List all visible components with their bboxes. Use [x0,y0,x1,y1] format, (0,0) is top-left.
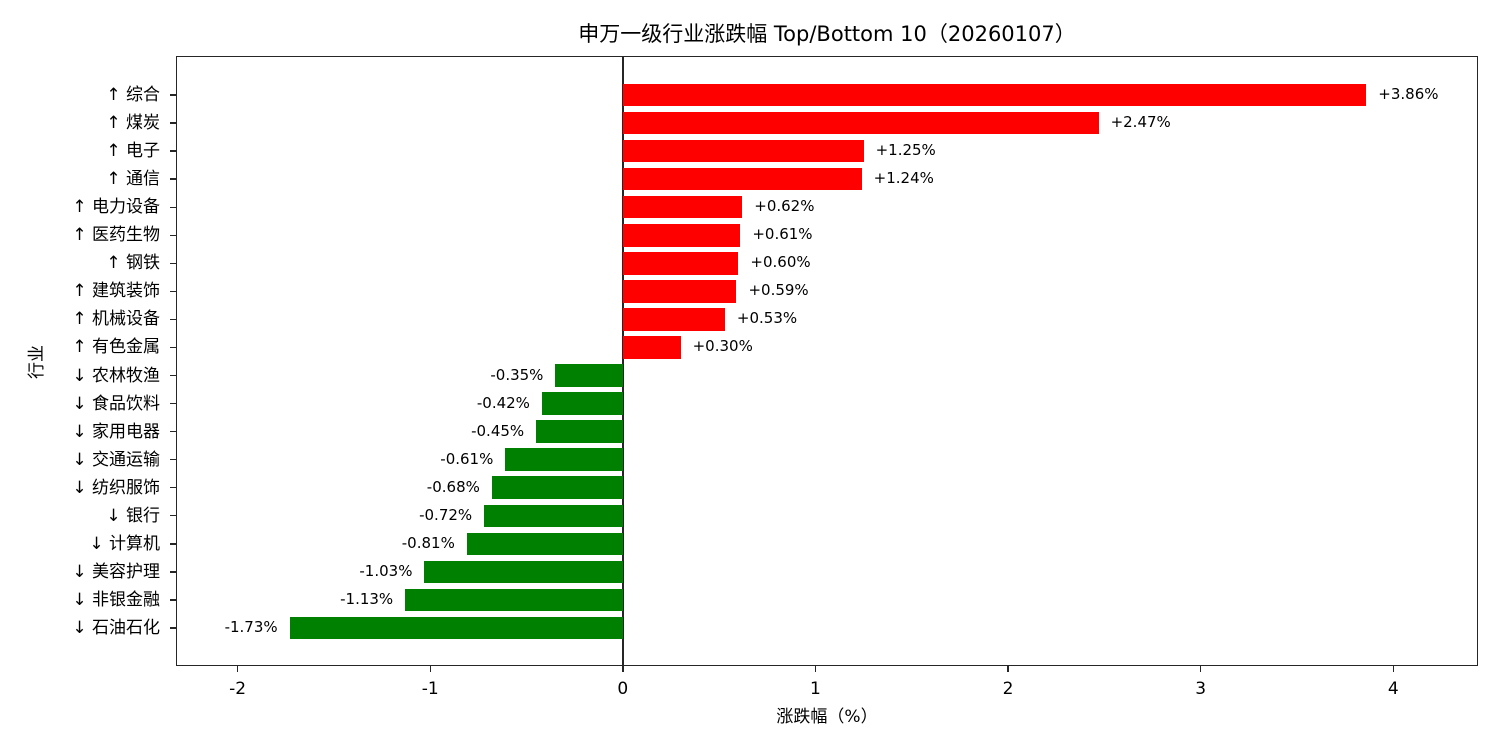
plot-area [176,56,1478,666]
y-tick [170,430,176,433]
y-tick [170,543,176,545]
bar-value-label: -0.45% [471,421,525,440]
y-tick-label: ↑ 电力设备 [72,197,160,218]
y-tick-label: ↑ 电子 [106,141,160,162]
x-tick [236,666,239,672]
bar-value-label: -0.81% [401,533,455,552]
bar [622,336,681,359]
y-tick-label: ↓ 计算机 [89,533,160,554]
y-tick-label: ↑ 机械设备 [72,309,160,330]
y-tick [170,318,176,321]
y-tick-label: ↓ 食品饮料 [72,393,160,414]
y-tick [170,599,176,601]
bar [466,532,623,556]
bar [555,364,623,387]
bar-value-label: -0.35% [490,365,544,384]
bar-value-label: -0.72% [419,505,473,524]
x-tick-label: 0 [617,679,629,699]
bar-value-label: -0.42% [476,393,530,412]
bar-value-label: +0.53% [736,309,798,328]
x-tick [429,666,431,672]
y-tick [170,178,176,180]
y-tick [170,346,176,349]
bar [622,139,864,163]
y-tick-label: ↑ 钢铁 [106,253,160,274]
bar-value-label: +2.47% [1110,113,1171,132]
bar-value-label: -0.68% [426,477,480,496]
y-tick-label: ↑ 综合 [106,85,160,105]
bar-value-label: +3.86% [1378,85,1439,103]
y-tick-label: ↑ 通信 [106,169,160,190]
x-tick-label: 3 [1195,679,1207,699]
bar [405,588,623,612]
y-tick [170,487,176,489]
x-tick [622,666,624,672]
bar-value-label: +0.59% [748,281,809,300]
y-tick [170,290,176,293]
bar [622,195,743,219]
bar [289,616,623,640]
zero-line [622,56,624,666]
y-tick [170,458,176,461]
bar [622,83,1367,107]
x-tick [1392,666,1394,672]
bar [622,111,1099,135]
y-tick [170,94,176,96]
bar-value-label: +0.60% [750,253,811,272]
y-tick [170,515,176,517]
y-tick [170,206,176,208]
y-tick-label: ↑ 煤炭 [106,113,160,134]
x-tick-label: 1 [810,679,821,699]
bar [622,280,737,303]
x-tick [1199,666,1202,672]
x-tick-label: -1 [421,679,439,699]
y-tick-label: ↑ 有色金属 [72,337,160,358]
bar [536,420,623,443]
bar [622,167,862,191]
y-tick-label: ↓ 农林牧渔 [72,365,160,386]
bar-value-label: -1.13% [340,589,394,608]
bar [484,504,623,528]
y-tick-label: ↓ 交通运输 [72,449,160,470]
bar [622,252,739,275]
bar-value-label: +0.62% [754,197,815,216]
y-tick [170,234,176,236]
y-tick [170,262,176,264]
x-tick-label: 2 [1002,679,1014,699]
y-tick [170,627,176,629]
bar [505,448,623,471]
y-tick-label: ↑ 医药生物 [72,225,160,246]
bar-value-label: -0.61% [440,449,494,468]
chart-title: 申万一级行业涨跌幅 Top/Bottom 10（20260107） [578,22,1076,46]
bar-value-label: -1.73% [224,618,278,636]
bar [424,560,623,584]
bar [622,308,725,331]
bar-value-label: +0.61% [752,225,813,244]
y-tick-label: ↓ 纺织服饰 [72,477,160,498]
x-tick-label: 4 [1387,679,1399,699]
x-tick-label: -2 [229,679,247,699]
y-tick-label: ↓ 银行 [106,505,160,526]
bar [622,224,741,247]
y-tick [170,374,176,377]
y-axis-label: 行业 [27,345,47,379]
bar-value-label: +1.24% [873,169,934,188]
y-tick-label: ↓ 家用电器 [72,421,160,442]
x-tick [814,666,817,672]
y-tick [170,402,176,405]
bar-value-label: +1.25% [875,141,936,160]
bar-value-label: -1.03% [359,561,413,580]
x-axis-label: 涨跌幅（%） [776,707,878,727]
y-tick-label: ↓ 石油石化 [72,618,160,638]
y-tick-label: ↑ 建筑装饰 [72,281,160,302]
bar-value-label: +0.30% [692,337,753,356]
x-tick [1007,666,1009,672]
y-tick-label: ↓ 美容护理 [72,561,160,582]
bar [491,476,623,499]
bar [541,392,623,415]
y-tick [170,150,176,152]
y-tick-label: ↓ 非银金融 [72,589,160,610]
y-tick [170,571,176,573]
y-tick [170,122,176,124]
